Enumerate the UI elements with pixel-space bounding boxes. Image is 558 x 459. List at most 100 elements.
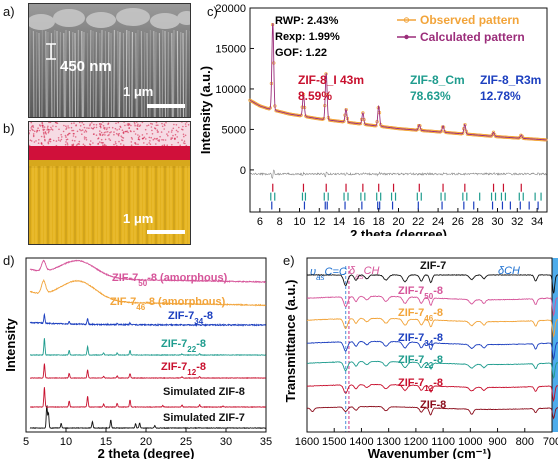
x-axis-label: 2 theta (degree) [98,446,195,459]
x-tick-label: 1400 [349,436,373,448]
hkl-ticks-cm [270,192,542,201]
xrd-series-label: ZIF-734-8 [168,310,213,326]
stat-rexp: Rexp: 1.99% [275,31,340,43]
y-tick-label: 20000 [215,3,246,15]
y-axis-label: Transmittance (a.u.) [283,280,298,403]
ftir-series-label: ZIF-734-8 [398,332,443,348]
x-tick-label: 700 [543,436,558,448]
xrd-series-line [29,404,267,430]
x-tick-label: 1600 [295,436,319,448]
x-tick-label: 20 [140,436,152,448]
x-tick-label: 18 [373,216,385,228]
ftir-series-line [307,360,558,379]
x-tick-label: 34 [531,216,543,228]
xrd-series-label: ZIF-722-8 [161,338,206,354]
ftir-series-label: ZIF-712-8 [398,377,443,393]
phase-percent: 78.63% [410,89,451,103]
ftir-series-label: ZIF-8 [420,399,446,411]
ftir-series-label: ZIF-722-8 [398,354,443,370]
panel-a-label: a) [3,4,15,19]
observed-point [491,130,496,134]
plot-frame [306,257,553,433]
legend-observed-label: Observed pattern [420,13,519,27]
x-tick-label: 24 [432,216,444,228]
nu-as-annotation: υasC=C [310,266,347,282]
xrd-series-label: Simulated ZIF-8 [163,386,245,398]
y-axis-label: Intensity [3,318,18,372]
y-axis-label: Intensity (a.u.) [198,66,213,154]
panel-d-label: d) [3,253,15,268]
residual-series [249,169,547,179]
x-tick-label: 20 [392,216,404,228]
hkl-ticks-i43m [272,183,522,192]
eds-image-b [28,121,191,245]
xrd-series-line [30,387,266,408]
x-tick-label: 22 [412,216,424,228]
y-tick-label: 15000 [215,43,246,55]
xrd-chart: 5 10 15 20 25 30 35 2 theta (degree) Intensity Si… [3,257,272,459]
phase-percent: 8.59% [298,89,332,103]
sem-a-thickness-label: 450 nm [60,58,112,75]
hkl-ticks-r3m [271,201,539,210]
ftir-series-label: ZIF-750-8 [398,285,443,301]
ftir-series-line [306,340,558,361]
panel-c-label: c) [207,4,218,19]
xrd-series-line [29,259,267,284]
ftir-series-line [306,317,558,338]
phase-name: ZIF-8_Cm [410,73,465,87]
x-tick-label: 10 [293,216,305,228]
stat-gof: GOF: 1.22 [275,47,327,59]
x-tick-label: 10 [60,436,72,448]
x-tick-label: 15 [100,436,112,448]
sem-a-scalebar-label: 1 μm [123,84,154,99]
sem-image-a [28,3,191,118]
x-tick-label: 1100 [431,436,455,448]
ftir-series-line [306,405,558,420]
x-tick-label: 30 [491,216,503,228]
x-tick-label: 35 [260,436,272,448]
x-tick-label: 5 [23,436,29,448]
x-tick-label: 8 [277,216,283,228]
ftir-series-label: ZIF-746-8 [398,307,443,323]
xrd-series-line [30,338,266,357]
x-tick-label: 14 [333,216,345,228]
eds-b-scalebar-label: 1 μm [123,211,154,226]
y-tick-label: 10000 [215,84,246,96]
stat-rwp: RWP: 2.43% [275,15,339,27]
delta-ch-annotation: δCH [498,265,520,277]
ftir-series-line [306,383,558,403]
eds-b-drawing [29,122,190,244]
x-tick-label: 25 [180,436,192,448]
xrd-series-line [30,363,266,379]
x-tick-label: 1000 [458,436,482,448]
sem-a-drawing [29,4,190,117]
dch-highlight-band [551,258,558,432]
phase-percent: 12.78% [480,89,521,103]
xrd-series-label: Simulated ZIF-7 [163,412,245,424]
y-tick-label: 5000 [222,124,246,136]
x-axis-label: Wavenumber (cm⁻¹) [368,446,491,459]
x-tick-label: 1500 [322,436,346,448]
x-tick-label: 1200 [404,436,428,448]
delta-as-annotation: δasCH [349,265,380,281]
x-tick-label: 32 [511,216,523,228]
xrd-series-line [29,312,267,328]
x-tick-label: 6 [257,216,263,228]
panel-e-label: e) [283,253,295,268]
x-tick-label: 28 [472,216,484,228]
ftir-series-line [306,295,558,317]
observed-point [415,127,420,132]
xrd-series-label: ZIF-750-8 (amorphous) [112,272,228,288]
xrd-series-label: ZIF-712-8 [161,361,206,377]
x-tick-label: 16 [353,216,365,228]
legend-observed-marker [403,17,410,23]
phase-name: ZIF-8_R3m [480,73,541,87]
x-tick-label: 1300 [376,436,400,448]
y-tick-label: 0 [240,165,246,177]
observed-point [439,129,443,133]
legend-calculated-marker [404,34,409,40]
x-tick-label: 900 [488,436,506,448]
x-tick-label: 800 [516,436,534,448]
rietveld-chart: 0 5000 10000 15000 20000 6 8 10 12 14 16 18 20 22 24 26… [198,3,548,236]
